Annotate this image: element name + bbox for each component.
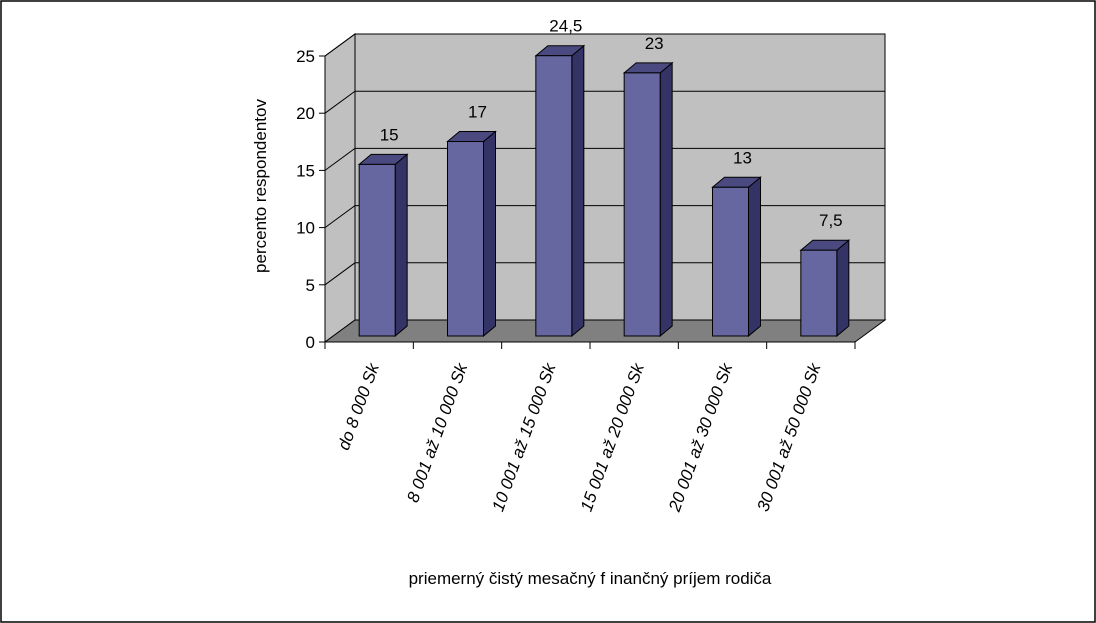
axes <box>319 55 856 349</box>
data-label: 13 <box>733 148 752 167</box>
bar-front <box>447 141 484 337</box>
bar-front <box>800 249 838 337</box>
bar <box>711 176 762 338</box>
gridlines <box>324 33 885 286</box>
bar-side <box>659 61 673 338</box>
y-tick-label: 15 <box>296 161 315 180</box>
bar-side <box>571 44 585 338</box>
data-label: 24,5 <box>549 17 582 36</box>
bar <box>446 130 497 338</box>
y-axis-title: percento respondentov <box>251 99 270 273</box>
y-tick-label: 5 <box>306 276 315 295</box>
x-axis-title: priemerný čistý mesačný f inančný príjem… <box>409 569 772 588</box>
bar <box>357 153 409 338</box>
y-tick-labels: 0 5 10 15 20 25 <box>296 47 315 352</box>
side-wall <box>324 33 356 343</box>
gridline <box>324 262 885 286</box>
bar-side <box>836 239 850 338</box>
y-tick-label: 25 <box>296 47 315 66</box>
data-label: 7,5 <box>819 211 843 230</box>
bar <box>799 239 851 338</box>
bar-front <box>358 163 396 337</box>
bar-front <box>623 72 661 337</box>
bar-front <box>712 186 749 337</box>
data-label: 17 <box>468 103 487 122</box>
data-label: 15 <box>380 125 399 144</box>
y-tick-label: 0 <box>306 333 315 352</box>
bar-side <box>394 153 408 338</box>
bar <box>534 44 586 338</box>
data-labels: 15 17 24,5 23 13 7,5 <box>380 17 843 230</box>
gridline <box>324 33 885 57</box>
bar <box>622 61 674 338</box>
bar-side <box>748 176 761 338</box>
gridline <box>324 205 885 229</box>
data-label: 23 <box>645 34 664 53</box>
y-tick-label: 10 <box>296 219 315 238</box>
gridline <box>324 147 885 171</box>
bars <box>357 44 851 338</box>
bar-side <box>483 130 496 338</box>
gridline <box>324 90 885 114</box>
y-tick-label: 20 <box>296 104 315 123</box>
bar-front <box>535 55 573 337</box>
